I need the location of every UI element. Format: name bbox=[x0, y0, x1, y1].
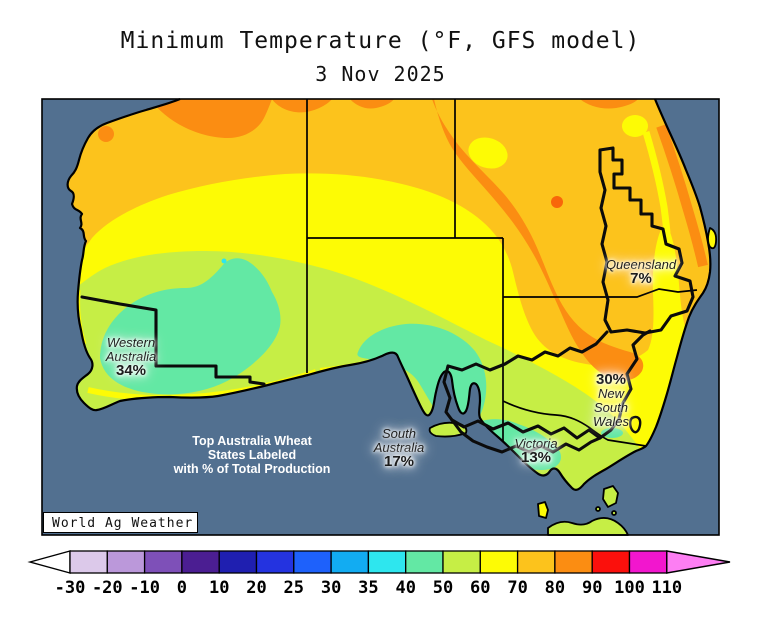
yellow-patch-ne bbox=[622, 115, 648, 137]
yellow-strip-qld bbox=[642, 130, 671, 234]
colorbar-tick-100: 100 bbox=[614, 578, 645, 598]
colorbar-segment-35 bbox=[367, 550, 407, 574]
colorbar-segment-25 bbox=[293, 550, 332, 574]
wheat-outline-wa bbox=[80, 295, 266, 386]
colorbar-tick-110: 110 bbox=[651, 578, 682, 598]
wheat-outline-vic-south bbox=[450, 418, 602, 454]
yellow-patch-center bbox=[468, 137, 508, 169]
map-frame bbox=[41, 98, 720, 536]
label-new-south-wales: 30% New South Wales bbox=[593, 371, 629, 429]
colorbar-segment-30 bbox=[330, 550, 370, 574]
cool-spot bbox=[221, 258, 227, 264]
colorbar-tick--30: -30 bbox=[55, 578, 86, 598]
colorbar-tick-0: 0 bbox=[177, 578, 187, 598]
share-south-australia: 17% bbox=[383, 453, 415, 470]
wheat-outline-nsw-vic bbox=[450, 329, 652, 440]
colorbar-segment-20 bbox=[255, 550, 295, 574]
colorbar-segment--20 bbox=[106, 550, 146, 574]
border-qld-nsw bbox=[503, 288, 698, 298]
coastline bbox=[66, 97, 712, 491]
share-victoria: 13% bbox=[520, 449, 552, 466]
credit-box: World Ag Weather bbox=[43, 512, 198, 533]
colorbar-right-arrow bbox=[666, 550, 731, 574]
king-island bbox=[537, 501, 549, 519]
fraser-island bbox=[707, 227, 718, 250]
wheat-outline-nsw-north bbox=[442, 330, 609, 422]
colorbar-segment--30 bbox=[69, 550, 108, 574]
colorbar-tick-30: 30 bbox=[321, 578, 341, 598]
colorbar-tick-10: 10 bbox=[209, 578, 229, 598]
colorbar-segment-0 bbox=[181, 550, 220, 574]
colorbar-tick--20: -20 bbox=[92, 578, 123, 598]
colorbar-tick-35: 35 bbox=[358, 578, 378, 598]
band-80-90 bbox=[98, 99, 644, 381]
wheat-outline-qld bbox=[598, 146, 695, 335]
share-queensland: 7% bbox=[630, 270, 652, 287]
colorbar-segment-70 bbox=[516, 550, 556, 574]
colorbar-segment-60 bbox=[479, 550, 519, 574]
wheat-outline-act bbox=[629, 415, 642, 434]
hot-spot bbox=[551, 196, 563, 208]
colorbar-tick-20: 20 bbox=[246, 578, 266, 598]
band-80-90-qld-coast bbox=[656, 124, 708, 268]
date-label: 3 Nov 2025 bbox=[315, 62, 446, 86]
temperature-colorbar: -30 -20 -10 0 10 20 25 30 35 40 50 60 70 80 90 100 110 bbox=[27, 550, 731, 598]
label-queensland: Queensland 7% bbox=[605, 257, 677, 287]
label-victoria: Victoria 13% bbox=[514, 436, 558, 466]
colorbar-segment-10 bbox=[218, 550, 258, 574]
flinders-island bbox=[602, 485, 619, 508]
islands bbox=[428, 227, 718, 536]
colorbar-tick-80: 80 bbox=[545, 578, 565, 598]
band-40-50-nsw-spot bbox=[601, 428, 623, 438]
page-title: Minimum Temperature (°F, GFS model) bbox=[120, 28, 641, 54]
share-western-australia: 34% bbox=[115, 362, 147, 379]
band-40-50-wa bbox=[100, 258, 281, 395]
colorbar-segment-40 bbox=[405, 550, 444, 574]
colorbar-tick-70: 70 bbox=[507, 578, 527, 598]
wheat-region-outlines bbox=[80, 146, 695, 454]
colorbar-tick-25: 25 bbox=[284, 578, 304, 598]
share-new-south-wales: 30% bbox=[595, 371, 627, 388]
label-south-australia: South Australia 17% bbox=[373, 426, 425, 470]
colorbar-tick-90: 90 bbox=[582, 578, 602, 598]
colorbar-tick--10: -10 bbox=[129, 578, 160, 598]
wheat-note: Top Australia Wheat States Labeled with … bbox=[173, 434, 331, 476]
label-western-australia: Western Australia 34% bbox=[105, 335, 157, 379]
colorbar-segment-100 bbox=[628, 550, 668, 574]
colorbar-segment-90 bbox=[591, 550, 631, 574]
colorbar-segment-50 bbox=[442, 550, 481, 574]
colorbar-segment--10 bbox=[143, 550, 183, 574]
colorbar-tick-50: 50 bbox=[433, 578, 453, 598]
colorbar-segment-80 bbox=[554, 550, 593, 574]
colorbar-tick-40: 40 bbox=[395, 578, 415, 598]
tasmania-tip bbox=[547, 517, 629, 536]
colorbar-tick-60: 60 bbox=[470, 578, 490, 598]
colorbar-left-arrow bbox=[27, 550, 71, 574]
